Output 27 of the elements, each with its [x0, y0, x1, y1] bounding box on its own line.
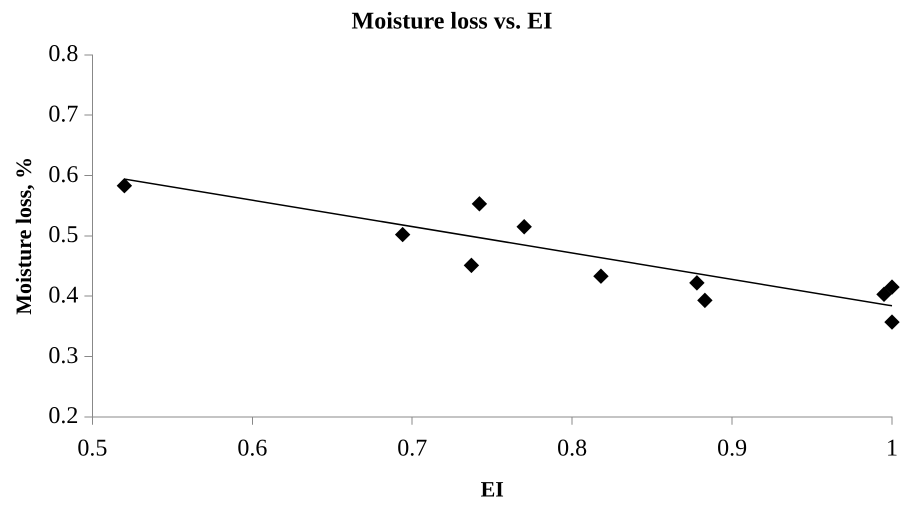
- point: [395, 227, 410, 242]
- point: [884, 314, 900, 330]
- point: [884, 280, 900, 295]
- point: [116, 178, 132, 194]
- y-axis-title: Moisture loss, %: [10, 156, 36, 315]
- x-tick-label: 1: [886, 435, 898, 462]
- y-tick-label: 0.8: [48, 41, 78, 68]
- point: [464, 258, 479, 273]
- y-tick-label: 0.2: [48, 403, 78, 430]
- point: [697, 292, 712, 308]
- x-tick-label: 0.6: [237, 435, 268, 462]
- chart-title: Moisture loss vs. EI: [352, 8, 552, 35]
- point: [516, 219, 532, 234]
- point: [876, 286, 892, 302]
- y-tick-label: 0.6: [48, 162, 78, 188]
- y-tick-label: 0.7: [48, 101, 78, 128]
- y-tick-label: 0.4: [48, 282, 78, 308]
- point: [593, 268, 608, 284]
- point: [689, 275, 704, 290]
- x-tick-label: 0.9: [717, 435, 748, 462]
- x-axis-title: EI: [480, 476, 504, 502]
- y-tick-label: 0.3: [48, 342, 78, 369]
- x-tick-label: 0.8: [557, 435, 588, 462]
- point: [472, 196, 487, 212]
- x-tick-label: 0.5: [77, 435, 108, 462]
- y-tick-label: 0.5: [48, 222, 78, 248]
- x-tick-label: 0.7: [397, 435, 428, 462]
